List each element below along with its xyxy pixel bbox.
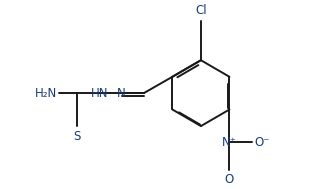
Text: HN: HN bbox=[91, 87, 108, 100]
Text: N: N bbox=[117, 87, 126, 100]
Text: N⁺: N⁺ bbox=[222, 136, 237, 149]
Text: S: S bbox=[73, 130, 81, 143]
Text: Cl: Cl bbox=[195, 4, 207, 17]
Text: O⁻: O⁻ bbox=[255, 136, 270, 149]
Text: H₂N: H₂N bbox=[35, 87, 57, 100]
Text: O: O bbox=[225, 173, 234, 186]
